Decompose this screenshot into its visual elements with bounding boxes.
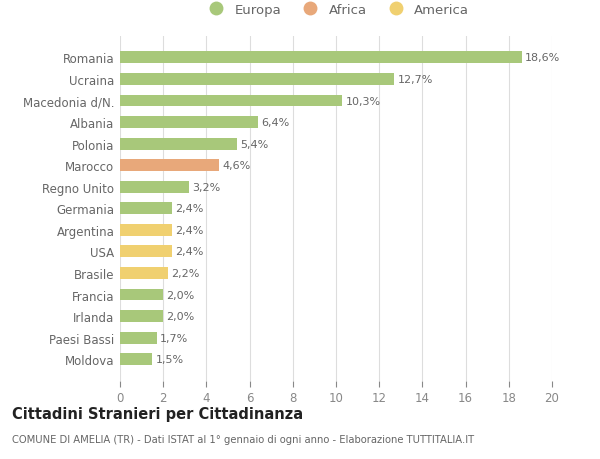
Text: 4,6%: 4,6% xyxy=(223,161,251,171)
Bar xyxy=(120,181,189,193)
Text: 5,4%: 5,4% xyxy=(240,140,268,149)
Bar xyxy=(120,160,220,172)
Bar xyxy=(120,332,157,344)
Text: 3,2%: 3,2% xyxy=(193,182,221,192)
Text: 10,3%: 10,3% xyxy=(346,96,381,106)
Bar xyxy=(120,139,236,150)
Text: 12,7%: 12,7% xyxy=(398,75,433,85)
Text: 1,5%: 1,5% xyxy=(155,354,184,364)
Text: 2,4%: 2,4% xyxy=(175,204,203,214)
Bar xyxy=(120,74,394,86)
Text: 1,7%: 1,7% xyxy=(160,333,188,343)
Bar xyxy=(120,289,163,301)
Text: 2,4%: 2,4% xyxy=(175,225,203,235)
Text: 18,6%: 18,6% xyxy=(525,53,560,63)
Bar xyxy=(120,117,258,129)
Text: 2,4%: 2,4% xyxy=(175,247,203,257)
Bar xyxy=(120,353,152,365)
Text: 2,2%: 2,2% xyxy=(171,269,199,278)
Bar xyxy=(120,52,522,64)
Text: 6,4%: 6,4% xyxy=(262,118,290,128)
Text: Cittadini Stranieri per Cittadinanza: Cittadini Stranieri per Cittadinanza xyxy=(12,406,303,421)
Legend: Europa, Africa, America: Europa, Africa, America xyxy=(197,0,475,22)
Bar xyxy=(120,95,343,107)
Bar xyxy=(120,310,163,322)
Bar xyxy=(120,224,172,236)
Bar xyxy=(120,268,167,279)
Text: 2,0%: 2,0% xyxy=(166,290,194,300)
Bar xyxy=(120,203,172,215)
Bar xyxy=(120,246,172,258)
Text: 2,0%: 2,0% xyxy=(166,311,194,321)
Text: COMUNE DI AMELIA (TR) - Dati ISTAT al 1° gennaio di ogni anno - Elaborazione TUT: COMUNE DI AMELIA (TR) - Dati ISTAT al 1°… xyxy=(12,434,474,444)
